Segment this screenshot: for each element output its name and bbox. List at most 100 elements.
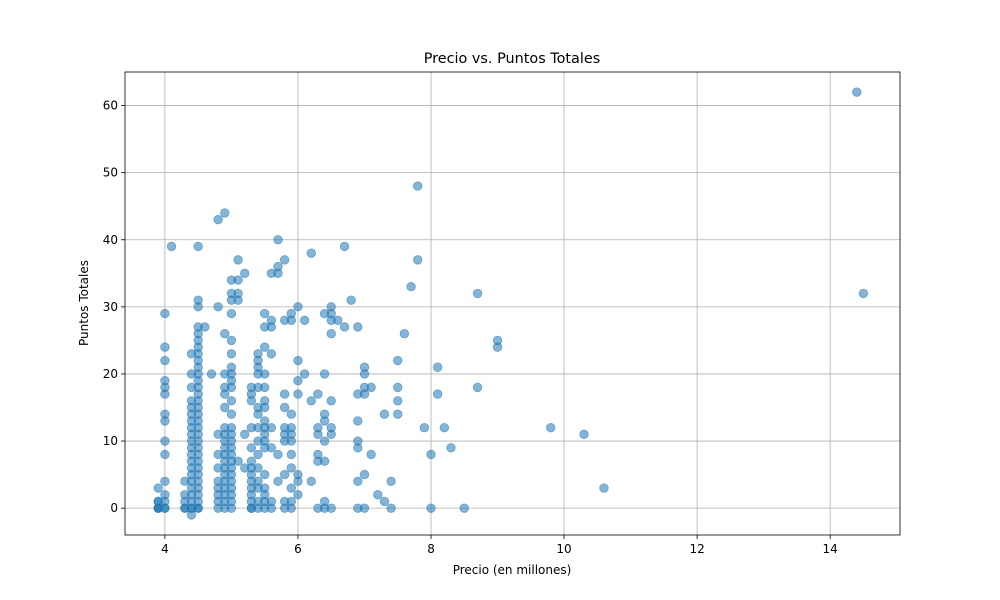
data-point	[366, 382, 376, 393]
data-point	[220, 402, 230, 413]
data-point	[273, 235, 283, 245]
data-point	[233, 275, 243, 285]
data-point	[306, 248, 316, 258]
data-point	[253, 449, 263, 460]
data-point	[259, 342, 270, 352]
data-point	[253, 463, 263, 473]
data-point	[286, 449, 297, 460]
y-axis-ticks: 0 10 20 30 40 50 60	[103, 99, 125, 515]
data-point	[306, 476, 316, 487]
data-point	[266, 443, 277, 453]
y-tick-label: 20	[103, 367, 118, 381]
data-point	[353, 416, 363, 426]
data-point	[386, 476, 396, 487]
data-point	[220, 208, 230, 218]
data-point	[266, 422, 277, 433]
data-point	[246, 456, 257, 466]
data-point	[253, 349, 263, 359]
data-point	[240, 268, 250, 279]
data-point	[326, 422, 336, 433]
data-point	[213, 302, 223, 312]
data-point	[373, 490, 383, 500]
data-point	[299, 369, 310, 379]
data-point	[226, 422, 237, 433]
x-tick-label: 4	[161, 542, 169, 556]
data-point	[259, 369, 270, 379]
x-axis-ticks: 4 6 8 10 12 14	[161, 535, 838, 556]
data-point	[326, 302, 336, 312]
data-point	[546, 422, 556, 433]
data-point	[439, 422, 450, 433]
data-points	[153, 87, 869, 520]
data-point	[333, 315, 343, 325]
data-point	[226, 349, 237, 359]
chart-title: Precio vs. Puntos Totales	[424, 51, 600, 67]
data-point	[166, 241, 177, 252]
data-point	[319, 496, 330, 507]
data-point	[246, 443, 257, 453]
data-point	[286, 409, 297, 419]
data-point	[446, 443, 456, 453]
data-point	[279, 255, 290, 265]
data-point	[293, 389, 303, 399]
data-point	[259, 483, 270, 493]
data-point	[259, 416, 270, 426]
data-point	[353, 476, 363, 487]
data-point	[492, 335, 503, 346]
data-point	[472, 382, 483, 393]
data-point	[153, 483, 163, 493]
y-tick-label: 60	[103, 99, 118, 113]
data-point	[279, 402, 290, 413]
data-point	[326, 396, 336, 406]
data-point	[259, 396, 270, 406]
data-point	[286, 483, 297, 493]
grid-lines	[125, 72, 900, 535]
data-point	[293, 375, 303, 386]
data-point	[579, 429, 589, 440]
data-point	[319, 436, 330, 446]
y-tick-label: 10	[103, 434, 118, 448]
data-point	[319, 456, 330, 466]
data-point	[319, 369, 330, 379]
data-point	[326, 328, 336, 339]
x-tick-label: 12	[689, 542, 704, 556]
data-point	[266, 349, 277, 359]
data-point	[226, 409, 237, 419]
data-point	[286, 496, 297, 507]
data-point	[240, 429, 250, 440]
data-point	[220, 328, 230, 339]
data-point	[326, 503, 336, 513]
data-point	[273, 261, 283, 272]
data-point	[359, 503, 370, 513]
data-point	[273, 449, 283, 460]
data-point	[413, 181, 423, 191]
data-point	[413, 255, 423, 265]
data-point	[193, 295, 203, 305]
data-point	[858, 288, 869, 299]
data-point	[259, 469, 270, 480]
data-point	[379, 409, 390, 419]
data-point	[259, 382, 270, 393]
data-point	[393, 396, 403, 406]
data-point	[160, 409, 170, 419]
data-point	[359, 469, 370, 480]
data-point	[200, 322, 210, 332]
data-point	[393, 382, 403, 393]
data-point	[346, 295, 356, 305]
data-point	[160, 449, 170, 460]
data-point	[266, 315, 277, 325]
data-point	[339, 322, 350, 332]
data-point	[279, 389, 290, 399]
data-point	[160, 476, 170, 487]
y-tick-label: 50	[103, 166, 118, 180]
data-point	[432, 362, 443, 372]
data-point	[313, 422, 323, 433]
data-point	[160, 355, 170, 366]
data-point	[253, 476, 263, 487]
data-point	[393, 355, 403, 366]
data-point	[353, 436, 363, 446]
data-point	[279, 469, 290, 480]
data-point	[233, 255, 243, 265]
y-tick-label: 30	[103, 300, 118, 314]
